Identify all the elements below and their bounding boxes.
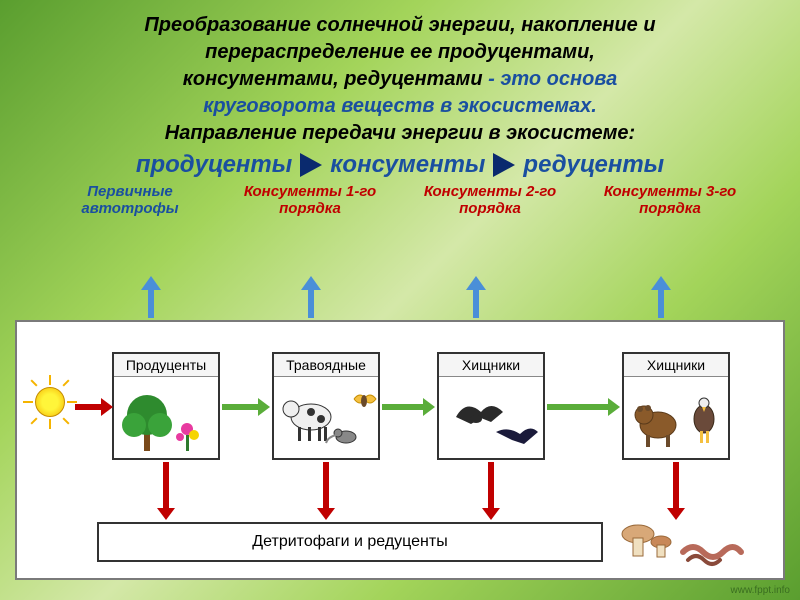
arrow-down-1	[163, 462, 169, 510]
producers-icon	[114, 377, 218, 455]
flow-b: консументы	[330, 151, 485, 179]
cell-producers: Продуценты	[112, 352, 220, 460]
decomposers-icon	[613, 512, 753, 567]
detritus-label: Детритофаги и редуценты	[252, 533, 447, 551]
arrow-down-2	[323, 462, 329, 510]
cell-label-3: Хищники	[439, 354, 543, 377]
footer-link: www.fppt.info	[731, 585, 790, 596]
cell-label-1: Продуценты	[114, 354, 218, 377]
cat-4: Консументы 3-го порядка	[595, 183, 745, 217]
flow-c: редуценты	[523, 151, 664, 179]
arrow-down-4	[673, 462, 679, 510]
category-row: Первичные автотрофы Консументы 1-го поря…	[0, 183, 800, 217]
herbivores-icon	[274, 377, 378, 455]
predators1-icon	[439, 377, 543, 455]
cell-label-2: Травоядные	[274, 354, 378, 377]
arrow-3-4	[547, 404, 610, 410]
blue-up-arrow-3	[473, 288, 479, 318]
h-line4: круговорота веществ в экосистемах.	[203, 95, 597, 117]
arrow-2-3	[382, 404, 425, 410]
arrow-sun-to-producers	[75, 404, 103, 410]
h-line3b: - это основа	[483, 68, 618, 90]
h-line1: Преобразование солнечной энергии, накопл…	[144, 14, 655, 36]
h-line3a: консументами, редуцентами	[183, 68, 483, 90]
cell-predators-2: Хищники	[622, 352, 730, 460]
blue-up-arrow-2	[308, 288, 314, 318]
cell-label-4: Хищники	[624, 354, 728, 377]
cell-herbivores: Травоядные	[272, 352, 380, 460]
flow-arrow-2	[493, 153, 515, 177]
cat-3: Консументы 2-го порядка	[415, 183, 565, 217]
cat-2: Консументы 1-го порядка	[235, 183, 385, 217]
cat-1: Первичные автотрофы	[55, 183, 205, 217]
h-line5: Направление передачи энергии в экосистем…	[165, 122, 635, 144]
detritus-box: Детритофаги и редуценты	[97, 522, 603, 562]
header-text: Преобразование солнечной энергии, накопл…	[0, 0, 800, 147]
sun-icon	[25, 377, 75, 427]
flow-arrow-1	[300, 153, 322, 177]
predators2-icon	[624, 377, 728, 455]
arrow-1-2	[222, 404, 260, 410]
arrow-down-3	[488, 462, 494, 510]
flow-a: продуценты	[136, 151, 292, 179]
diagram-panel: Продуценты Травоядные	[15, 320, 785, 580]
flow-row: продуценты консументы редуценты	[0, 151, 800, 179]
h-line2: перераспределение ее продуцентами,	[205, 41, 595, 63]
blue-up-arrow-1	[148, 288, 154, 318]
cell-predators-1: Хищники	[437, 352, 545, 460]
blue-up-arrow-4	[658, 288, 664, 318]
